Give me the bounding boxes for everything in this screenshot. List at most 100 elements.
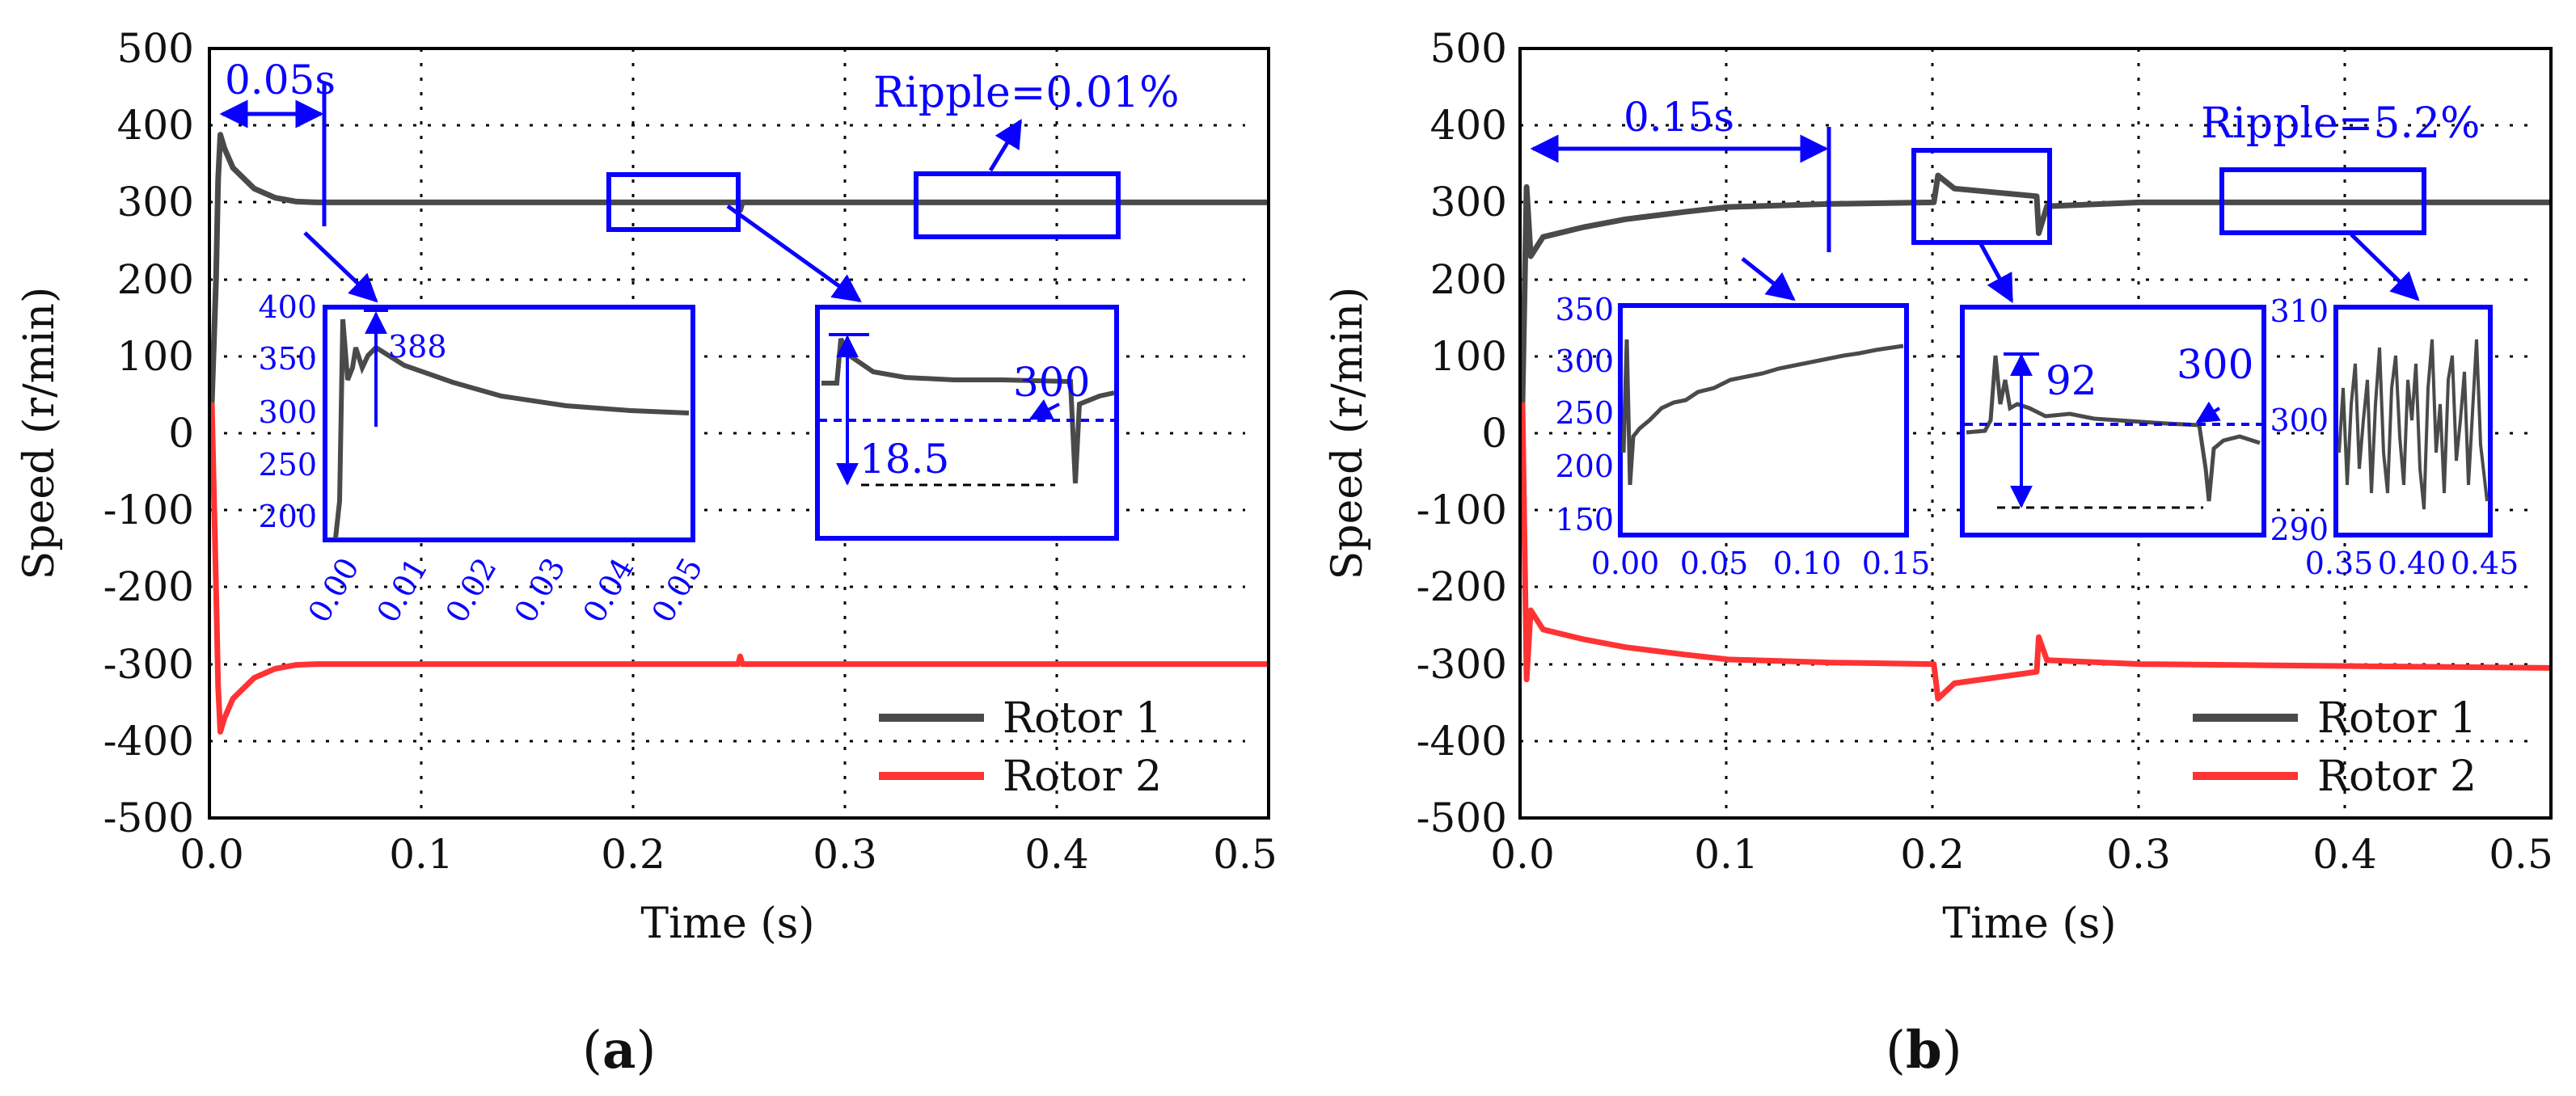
grid-a xyxy=(209,48,1245,818)
rotor-2-line xyxy=(209,402,1269,735)
inset-x-tick: 0.02 xyxy=(438,552,503,629)
inset-rotor-1-line xyxy=(333,318,690,539)
settle-time-label: 0.15s xyxy=(1624,94,1734,141)
inset-x-tick: 0.00 xyxy=(301,552,365,629)
x-tick-label: 0.0 xyxy=(179,831,244,878)
y-tick-label: -400 xyxy=(103,718,194,765)
inset-x-tick: 0.05 xyxy=(1680,546,1749,581)
inset-y-tick: 350 xyxy=(1555,292,1614,327)
x-ticks: 0.0 0.1 0.2 0.3 0.4 0.5 xyxy=(179,831,1277,878)
y-tick-label: 400 xyxy=(117,102,194,149)
y-axis-label: Speed (r/min) xyxy=(15,287,64,580)
inset-rotor-1-line xyxy=(1966,355,2261,502)
y-tick-label: 200 xyxy=(1430,256,1507,303)
inset-y-tick: 350 xyxy=(258,341,317,377)
panel-a: 500 400 300 200 100 0 -100 -200 -300 -40… xyxy=(15,25,1277,948)
y-tick-label: -300 xyxy=(103,641,194,688)
inset-y-tick: 300 xyxy=(2270,403,2329,438)
inset-y-tick: 310 xyxy=(2270,293,2329,329)
inset-y-tick: 200 xyxy=(1555,449,1614,484)
inset-x-tick: 0.03 xyxy=(507,552,572,629)
y-tick-label: 500 xyxy=(1430,25,1507,72)
panel-label-b-text: b xyxy=(1905,1020,1942,1081)
y-tick-label: 300 xyxy=(1430,179,1507,226)
x-tick-label: 0.5 xyxy=(1213,831,1277,878)
y-tick-label: 500 xyxy=(117,25,194,72)
x-tick-label: 0.4 xyxy=(2312,831,2377,878)
rotor-2-line xyxy=(1519,402,2552,702)
inset-zoom-disturbance: 300 18.5 xyxy=(815,305,1119,541)
settle-time-annotation: 0.05s xyxy=(219,57,336,226)
y-tick-label: -300 xyxy=(1417,641,1507,688)
inset-x-tick: 0.10 xyxy=(1773,546,1842,581)
y-tick-label: -100 xyxy=(1417,487,1507,533)
inset-y-tick: 290 xyxy=(2270,512,2329,547)
zoom-box-annotation xyxy=(1741,148,2052,304)
inset-peak-label: 388 xyxy=(388,329,447,365)
settle-time-annotation: 0.15s xyxy=(1530,94,1831,252)
inset-rotor-1-line xyxy=(1621,339,1904,486)
x-tick-label: 0.5 xyxy=(2489,831,2553,878)
x-tick-label: 0.3 xyxy=(813,831,877,878)
inset-zoom-startup: 350 300 250 200 150 0.00 0.05 0.10 0.15 xyxy=(1555,292,1930,581)
y-tick-label: -500 xyxy=(1417,795,1507,841)
inset-peak-label: 92 xyxy=(2046,357,2097,404)
x-tick-label: 0.1 xyxy=(389,831,454,878)
inset-drop-label: 18.5 xyxy=(859,436,949,483)
x-tick-label: 0.1 xyxy=(1694,831,1759,878)
plot-frame xyxy=(1518,47,2553,820)
x-axis-label: Time (s) xyxy=(1942,900,2116,948)
panel-b: 500 400 300 200 100 0 -100 -200 -300 -40… xyxy=(1324,25,2553,948)
inset-zoom-ripple: 310 300 290 0.35 0.40 0.45 xyxy=(2270,293,2519,581)
inset-zoom-disturbance: 92 300 xyxy=(1960,305,2266,537)
legend: Rotor 1 Rotor 2 xyxy=(2193,694,2477,801)
x-axis-label: Time (s) xyxy=(640,900,814,948)
y-tick-label: 100 xyxy=(117,333,194,380)
legend-label-rotor-2: Rotor 2 xyxy=(2317,752,2477,801)
y-tick-label: 400 xyxy=(1430,102,1507,149)
y-tick-label: -400 xyxy=(1417,718,1507,765)
y-ticks: 500 400 300 200 100 0 -100 -200 -300 -40… xyxy=(1417,25,1507,841)
y-tick-label: 0 xyxy=(1481,410,1507,457)
legend-label-rotor-1: Rotor 1 xyxy=(2317,694,2477,743)
inset-y-tick: 300 xyxy=(258,394,317,430)
y-tick-label: -500 xyxy=(103,795,194,841)
ripple-label: Ripple=5.2% xyxy=(2201,99,2480,148)
inset-rotor-1-line xyxy=(2337,339,2489,510)
inset-y-tick: 400 xyxy=(258,289,317,325)
inset-x-tick: 0.00 xyxy=(1591,546,1660,581)
settle-time-label: 0.05s xyxy=(225,57,336,103)
inset-y-tick: 150 xyxy=(1555,502,1614,537)
legend: Rotor 1 Rotor 2 xyxy=(879,694,1162,801)
inset-y-tick: 200 xyxy=(258,499,317,534)
y-tick-label: -200 xyxy=(1417,563,1507,610)
legend-label-rotor-1: Rotor 1 xyxy=(1003,694,1162,743)
zoom-box-annotation xyxy=(303,172,862,303)
inset-ref-label: 300 xyxy=(2177,341,2253,388)
plot-frame xyxy=(208,47,1270,820)
x-tick-label: 0.2 xyxy=(601,831,665,878)
y-tick-label: -200 xyxy=(103,563,194,610)
y-tick-label: 200 xyxy=(117,256,194,303)
y-tick-label: 0 xyxy=(168,410,194,457)
x-tick-label: 0.3 xyxy=(2106,831,2171,878)
inset-x-tick: 0.45 xyxy=(2451,546,2519,581)
x-tick-label: 0.4 xyxy=(1024,831,1089,878)
x-tick-label: 0.2 xyxy=(1900,831,1965,878)
ripple-label: Ripple=0.01% xyxy=(873,69,1180,117)
inset-y-tick: 250 xyxy=(258,447,317,483)
y-tick-label: 100 xyxy=(1430,333,1507,380)
panel-label-a-text: a xyxy=(602,1020,636,1081)
y-tick-label: 300 xyxy=(117,179,194,226)
inset-x-tick: 0.05 xyxy=(644,552,709,629)
inset-y-tick: 300 xyxy=(1555,344,1614,379)
inset-y-tick: 250 xyxy=(1555,395,1614,431)
y-axis-label: Speed (r/min) xyxy=(1324,287,1372,580)
panel-label-a: (a) xyxy=(582,1020,657,1081)
inset-zoom-startup: 388 400 350 300 250 200 0.00 0.01 0.02 0… xyxy=(258,289,709,629)
inset-x-tick: 0.40 xyxy=(2378,546,2447,581)
rotor-1-line xyxy=(1519,172,2551,403)
ripple-annotation: Ripple=0.01% xyxy=(873,69,1180,239)
inset-x-tick: 0.04 xyxy=(576,552,640,629)
